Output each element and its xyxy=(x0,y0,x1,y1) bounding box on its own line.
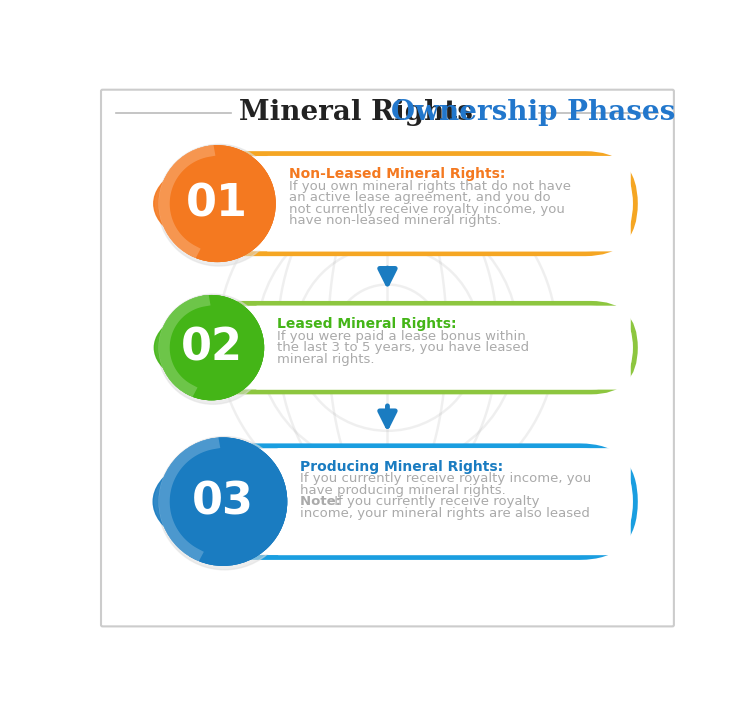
Text: not currently receive royalty income, you: not currently receive royalty income, yo… xyxy=(289,203,565,216)
Text: have non-leased mineral rights.: have non-leased mineral rights. xyxy=(289,214,501,228)
Ellipse shape xyxy=(154,306,300,389)
Text: Leased Mineral Rights:: Leased Mineral Rights: xyxy=(277,317,457,331)
Circle shape xyxy=(158,437,291,570)
Circle shape xyxy=(160,438,287,565)
Circle shape xyxy=(158,294,268,404)
Text: mineral rights.: mineral rights. xyxy=(277,352,375,366)
Circle shape xyxy=(158,145,280,266)
Text: 02: 02 xyxy=(181,326,243,369)
FancyBboxPatch shape xyxy=(166,446,635,557)
Circle shape xyxy=(160,146,275,262)
Text: If you currently receive royalty: If you currently receive royalty xyxy=(330,495,539,508)
Text: Note:: Note: xyxy=(300,495,346,508)
Circle shape xyxy=(160,296,264,400)
FancyBboxPatch shape xyxy=(169,449,632,554)
Text: If you were paid a lease bonus within: If you were paid a lease bonus within xyxy=(277,330,526,342)
FancyBboxPatch shape xyxy=(169,157,632,250)
Ellipse shape xyxy=(153,157,315,250)
Text: Mineral Rights: Mineral Rights xyxy=(239,99,482,126)
Circle shape xyxy=(160,296,264,400)
Text: Producing Mineral Rights:: Producing Mineral Rights: xyxy=(300,459,503,474)
Circle shape xyxy=(160,146,275,262)
Text: If you currently receive royalty income, you: If you currently receive royalty income,… xyxy=(300,472,592,485)
FancyBboxPatch shape xyxy=(169,306,632,389)
Text: the last 3 to 5 years, you have leased: the last 3 to 5 years, you have leased xyxy=(277,341,529,354)
FancyBboxPatch shape xyxy=(256,306,631,390)
Text: income, your mineral rights are also leased: income, your mineral rights are also lea… xyxy=(300,507,590,520)
Text: Non-Leased Mineral Rights:: Non-Leased Mineral Rights: xyxy=(289,167,505,182)
FancyBboxPatch shape xyxy=(166,303,635,392)
Circle shape xyxy=(160,438,287,565)
FancyBboxPatch shape xyxy=(277,448,631,555)
FancyBboxPatch shape xyxy=(101,90,674,626)
Circle shape xyxy=(160,296,264,400)
Text: Ownership Phases: Ownership Phases xyxy=(391,99,675,126)
Text: If you own mineral rights that do not have: If you own mineral rights that do not ha… xyxy=(289,180,571,193)
Text: 03: 03 xyxy=(192,480,254,523)
FancyBboxPatch shape xyxy=(166,154,635,254)
FancyBboxPatch shape xyxy=(266,156,631,252)
Circle shape xyxy=(160,146,275,262)
Ellipse shape xyxy=(153,451,331,552)
Text: have producing mineral rights.: have producing mineral rights. xyxy=(300,484,507,496)
Text: an active lease agreement, and you do: an active lease agreement, and you do xyxy=(289,191,550,204)
Circle shape xyxy=(160,438,287,565)
Text: 01: 01 xyxy=(186,182,248,225)
